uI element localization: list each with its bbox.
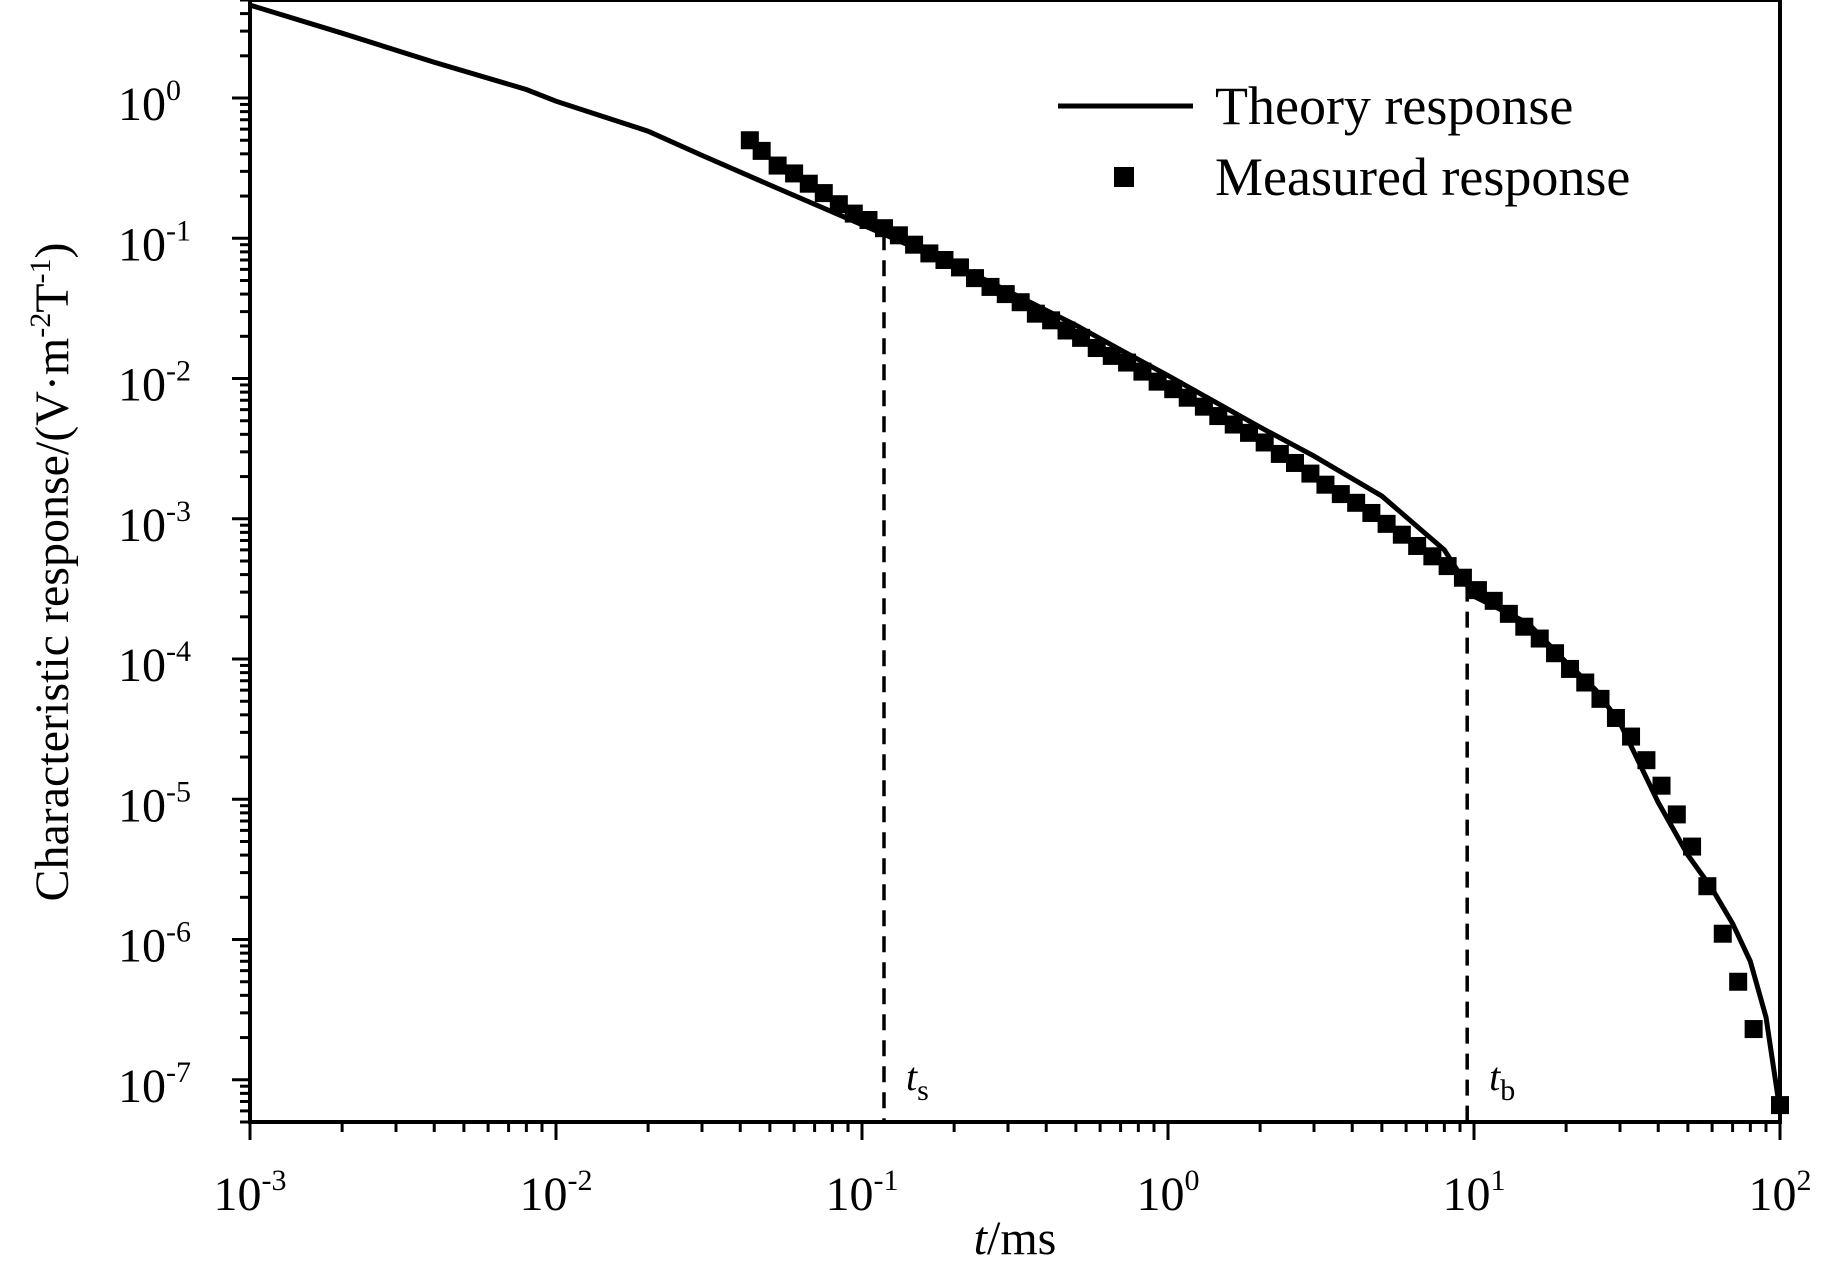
measured-point xyxy=(829,195,848,214)
measured-point xyxy=(1285,453,1304,472)
measured-point xyxy=(1133,362,1152,381)
measured-point xyxy=(965,269,984,288)
reference-line-label: tb xyxy=(1489,1054,1515,1107)
measured-point xyxy=(1637,751,1656,770)
measured-point xyxy=(1771,1096,1789,1115)
measured-point xyxy=(1270,444,1289,463)
measured-point xyxy=(1178,388,1197,407)
measured-point xyxy=(1042,311,1061,330)
measured-point xyxy=(981,277,1000,296)
measured-point xyxy=(1240,423,1259,442)
measured-point xyxy=(874,219,893,238)
measured-point xyxy=(1438,557,1457,576)
measured-point xyxy=(889,226,908,245)
measured-point xyxy=(1011,293,1030,312)
x-axis-ticks xyxy=(248,1122,1782,1140)
measured-point xyxy=(1392,525,1411,544)
x-tick-label: 101 xyxy=(1443,1164,1506,1221)
measured-point xyxy=(1087,339,1106,358)
measured-point xyxy=(905,235,924,254)
y-tick-label: 10-6 xyxy=(118,916,191,973)
measured-point xyxy=(1255,433,1274,452)
measured-point xyxy=(1744,1020,1763,1039)
measured-point xyxy=(1362,503,1381,522)
measured-point xyxy=(1561,659,1580,678)
measured-point xyxy=(1026,304,1045,323)
measured-point xyxy=(1515,617,1534,636)
measured-point xyxy=(996,285,1015,304)
y-tick-label: 10-4 xyxy=(118,635,191,692)
measured-point xyxy=(920,244,939,263)
measured-point xyxy=(1468,581,1487,600)
measured-point xyxy=(752,141,771,160)
measured-point xyxy=(1698,877,1717,896)
measured-point xyxy=(1484,591,1503,610)
y-tick-label: 10-7 xyxy=(118,1056,191,1113)
measured-point xyxy=(935,251,954,270)
measured-point xyxy=(1057,321,1076,340)
measured-point xyxy=(1576,673,1595,692)
measured-point xyxy=(1652,776,1671,795)
measured-point xyxy=(1148,372,1167,391)
measured-point xyxy=(799,174,818,193)
measured-point xyxy=(1591,689,1610,708)
measured-point xyxy=(859,211,878,230)
measured-point xyxy=(1164,380,1183,399)
measured-point xyxy=(1118,353,1137,372)
measured-point xyxy=(1316,475,1335,494)
y-axis-tick-labels: 100 10-1 10-2 10-3 10-4 10-5 10-6 10-7 xyxy=(118,74,191,1113)
measured-point xyxy=(1347,493,1366,512)
reference-lines: ts tb xyxy=(882,234,1515,1122)
measured-response-markers xyxy=(740,131,1789,1115)
measured-point xyxy=(1667,805,1686,824)
measured-point xyxy=(1102,346,1121,365)
x-axis-tick-labels: 10-3 10-2 10-1 100 101 102 xyxy=(214,1164,1812,1221)
measured-point xyxy=(844,204,863,223)
x-tick-label: 102 xyxy=(1749,1164,1812,1221)
measured-point xyxy=(1377,514,1396,533)
y-tick-label: 10-1 xyxy=(118,214,191,271)
measured-point xyxy=(1729,972,1748,991)
legend-marker-swatch xyxy=(1114,167,1134,187)
legend-label-theory: Theory response xyxy=(1215,76,1573,136)
measured-point xyxy=(1423,547,1442,566)
legend-label-measured: Measured response xyxy=(1215,147,1630,207)
measured-point xyxy=(1530,629,1549,648)
y-axis-ticks xyxy=(232,0,250,1124)
measured-point xyxy=(1072,328,1091,347)
y-tick-label: 10-2 xyxy=(118,355,191,412)
measured-point xyxy=(785,164,804,183)
y-axis-title: Characteristic response/(V·m-2T-1) xyxy=(24,242,79,901)
legend: Theory response Measured response xyxy=(1058,76,1630,207)
y-tick-label: 10-3 xyxy=(118,495,191,552)
x-tick-label: 10-3 xyxy=(214,1164,287,1221)
x-tick-label: 10-2 xyxy=(520,1164,593,1221)
measured-point xyxy=(1301,464,1320,483)
measured-point xyxy=(1546,644,1565,663)
y-tick-label: 10-5 xyxy=(118,775,191,832)
measured-point xyxy=(1713,924,1732,943)
measured-point xyxy=(1622,727,1641,746)
measured-point xyxy=(814,184,833,203)
measured-point xyxy=(1683,837,1702,856)
measured-point xyxy=(950,258,969,277)
measured-point xyxy=(1453,568,1472,587)
reference-line-label: ts xyxy=(906,1054,929,1107)
x-tick-label: 10-1 xyxy=(826,1164,899,1221)
measured-point xyxy=(1194,397,1213,416)
x-axis-title: t/ms xyxy=(974,1212,1057,1265)
measured-point xyxy=(1606,708,1625,727)
measured-point xyxy=(1224,415,1243,434)
measured-point xyxy=(1408,536,1427,555)
measured-point xyxy=(1331,485,1350,504)
measured-point xyxy=(1209,407,1228,426)
measured-point xyxy=(768,156,787,175)
measured-point xyxy=(1499,604,1518,623)
x-tick-label: 100 xyxy=(1137,1164,1200,1221)
y-tick-label: 100 xyxy=(118,74,181,131)
